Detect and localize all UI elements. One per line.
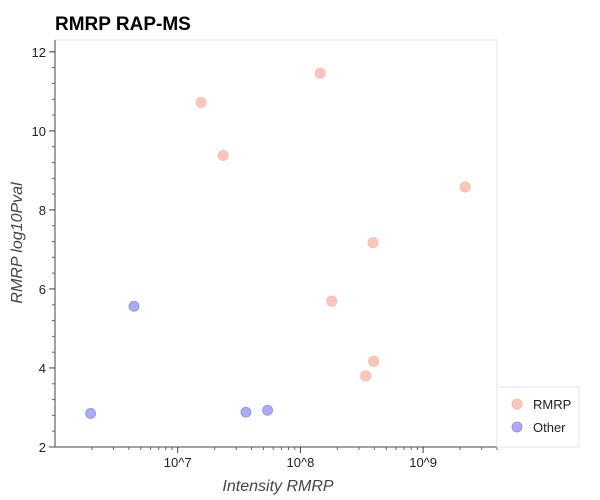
data-points <box>85 67 471 419</box>
y-tick-label: 8 <box>39 203 46 218</box>
legend: RMRP Other <box>496 386 580 448</box>
chart-title: RMRP RAP-MS <box>55 14 191 35</box>
data-point-rmrp <box>195 97 207 108</box>
legend-box <box>496 386 580 448</box>
y-tick-label: 12 <box>32 45 46 60</box>
x-tick-label: 10^7 <box>164 455 192 470</box>
legend-marker <box>511 398 523 410</box>
data-point-rmrp <box>217 149 229 161</box>
y-tick-label: 4 <box>39 361 46 376</box>
data-point-rmrp <box>459 181 471 193</box>
data-point-other <box>128 300 140 312</box>
x-tick-label: 10^9 <box>409 455 437 470</box>
y-axis-label: RMRP log10Pval <box>9 182 26 304</box>
y-tick-label: 2 <box>39 440 46 455</box>
data-point-other <box>85 408 96 419</box>
data-point-other <box>240 406 252 418</box>
legend-label: Other <box>533 420 566 435</box>
plot-area <box>54 39 498 448</box>
y-tick-label: 6 <box>39 282 46 297</box>
x-axis: 10^7 10^8 10^9 <box>55 446 498 470</box>
x-axis-label: Intensity RMRP <box>222 478 333 495</box>
data-point-rmrp <box>326 295 338 307</box>
y-axis: 2 4 6 8 10 12 <box>32 40 56 455</box>
data-point-other <box>262 404 273 416</box>
data-point-rmrp <box>368 355 380 367</box>
x-tick-label: 10^8 <box>287 455 315 470</box>
legend-label: RMRP <box>533 397 571 412</box>
data-point-rmrp <box>367 237 379 249</box>
data-point-rmrp <box>360 370 372 382</box>
legend-marker <box>511 421 523 433</box>
data-point-rmrp <box>314 67 326 79</box>
y-tick-label: 10 <box>32 124 46 139</box>
